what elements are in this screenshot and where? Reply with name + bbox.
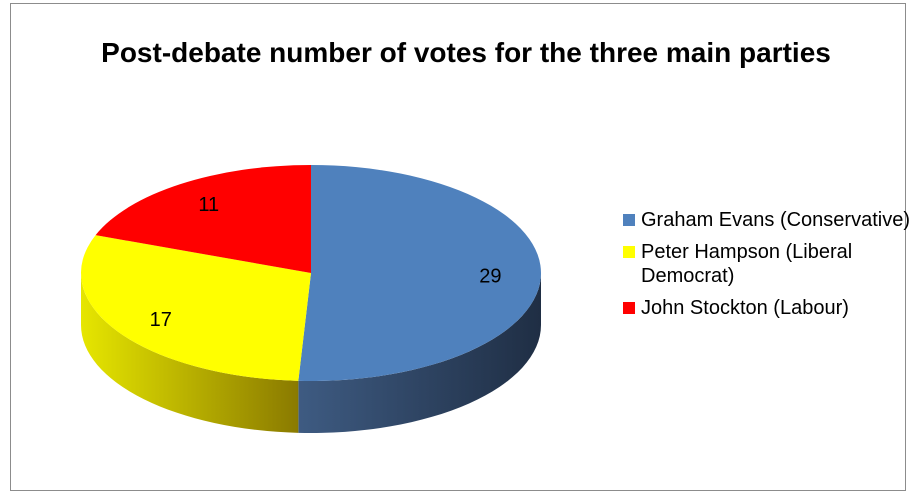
legend: Graham Evans (Conservative) Peter Hampso… — [623, 208, 913, 328]
legend-swatch-red — [623, 302, 635, 314]
legend-item-graham-evans: Graham Evans (Conservative) — [623, 208, 913, 232]
pie-side-peter-hampson — [80, 273, 299, 433]
pie-labels: 29 17 11 — [150, 194, 502, 331]
legend-swatch-yellow — [623, 246, 635, 258]
data-label-peter-hampson: 17 — [150, 309, 172, 331]
legend-swatch-blue — [623, 214, 635, 226]
chart-frame: Post-debate number of votes for the thre… — [10, 3, 910, 491]
pie-chart: 29 17 11 — [80, 165, 541, 433]
legend-label: Graham Evans (Conservative) — [641, 209, 910, 231]
legend-label: Peter Hampson (Liberal Democrat) — [641, 241, 853, 287]
pie-sides — [80, 273, 541, 433]
pie-side-graham-evans — [298, 273, 541, 433]
legend-label: John Stockton (Labour) — [641, 297, 849, 319]
legend-item-john-stockton: John Stockton (Labour) — [623, 296, 913, 320]
chart-title: Post-debate number of votes for the thre… — [101, 37, 831, 68]
legend-item-peter-hampson: Peter Hampson (Liberal Democrat) — [623, 240, 913, 288]
pie-slice-john-stockton — [95, 165, 311, 273]
data-label-graham-evans: 29 — [479, 265, 501, 287]
pie-slice-graham-evans — [298, 165, 541, 381]
data-label-john-stockton: 11 — [198, 194, 219, 216]
pie-slice-peter-hampson — [81, 235, 311, 381]
pie-tops — [81, 165, 541, 381]
